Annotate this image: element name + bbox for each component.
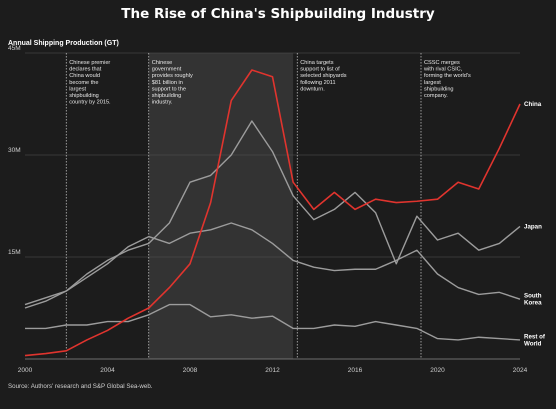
annotation-line-text: $81 billion in [152, 80, 183, 86]
series-line-china [24, 69, 521, 357]
annotation-line-text: following 2011 [300, 80, 335, 86]
x-tick-label: 2016 [348, 367, 363, 374]
annotation-text: Chinese premier declares that China would b… [69, 60, 111, 106]
annotation-line-text: selected shipyards [300, 73, 347, 79]
annotation-text: CSSC merges with rival CSIC, forming the w… [423, 60, 471, 99]
series-end-label: China [524, 101, 542, 108]
shaded-period [148, 53, 294, 359]
x-tick-label: 2012 [265, 367, 280, 374]
annotation-line-text: Chinese [152, 60, 173, 66]
series-end-label: Rest of World [524, 333, 546, 347]
x-tick-label: 2020 [430, 367, 445, 374]
series-end-label-line: Korea [524, 300, 542, 307]
annotation-line-text: China targets [300, 60, 333, 66]
annotation-line-text: CSSC merges [424, 60, 460, 66]
annotation-line-text: Chinese premier [69, 60, 110, 66]
annotation-line-text: support to the [152, 86, 186, 92]
series-end-label-line: China [524, 101, 542, 108]
annotation-line-text: country by 2015. [69, 100, 111, 106]
annotation-line-text: shipbuilding [69, 93, 99, 99]
annotation-line-text: support to list of [300, 67, 340, 73]
annotation-line-text: government [152, 67, 182, 73]
y-tick-label: 30M [8, 147, 21, 154]
annotation-line-text: with rival CSIC, [423, 67, 463, 73]
series-end-label: South Korea [524, 293, 542, 307]
y-tick-label: 45M [8, 45, 21, 52]
series-end-label: Japan [524, 223, 542, 230]
x-tick-label: 2004 [100, 367, 115, 374]
chart-title: The Rise of China's Shipbuilding Industr… [121, 6, 435, 22]
annotation-line-text: shipbuilding [424, 86, 454, 92]
x-tick-label: 2024 [513, 367, 528, 374]
annotation-line-text: become the [69, 80, 98, 86]
series-line-rest-of-world [25, 303, 521, 341]
annotation-line-text: company. [424, 93, 448, 99]
y-axis-label: Annual Shipping Production (GT) [8, 40, 119, 47]
series-end-label-line: World [524, 340, 542, 347]
series-end-label-line: Japan [524, 223, 542, 230]
annotation-line-text: largest [69, 86, 86, 92]
annotation-line-text: largest [424, 80, 441, 86]
annotation-text: Chinese government provides roughly $81 bil… [152, 60, 193, 106]
series-line-south-korea [24, 222, 521, 309]
series-end-label-line: South [524, 293, 542, 300]
annotation-line-text: declares that [69, 67, 101, 73]
annotation-text: China targets support to list of selected … [300, 60, 347, 92]
y-tick-label: 15M [8, 249, 21, 256]
x-tick-label: 2008 [183, 367, 198, 374]
annotation-line-text: shipbuilding [152, 93, 182, 99]
annotation-line-text: industry. [152, 100, 173, 106]
source-note: Source: Authors' research and S&P Global… [8, 383, 153, 390]
annotation-line-text: China would [69, 73, 100, 79]
annotation-line-text: forming the world's [424, 73, 471, 79]
series-line-japan [24, 120, 521, 306]
series-end-label-line: Rest of [524, 333, 546, 340]
x-tick-label: 2000 [18, 367, 33, 374]
annotation-line-text: downturn. [300, 86, 325, 92]
annotation-line-text: provides roughly [152, 73, 193, 79]
